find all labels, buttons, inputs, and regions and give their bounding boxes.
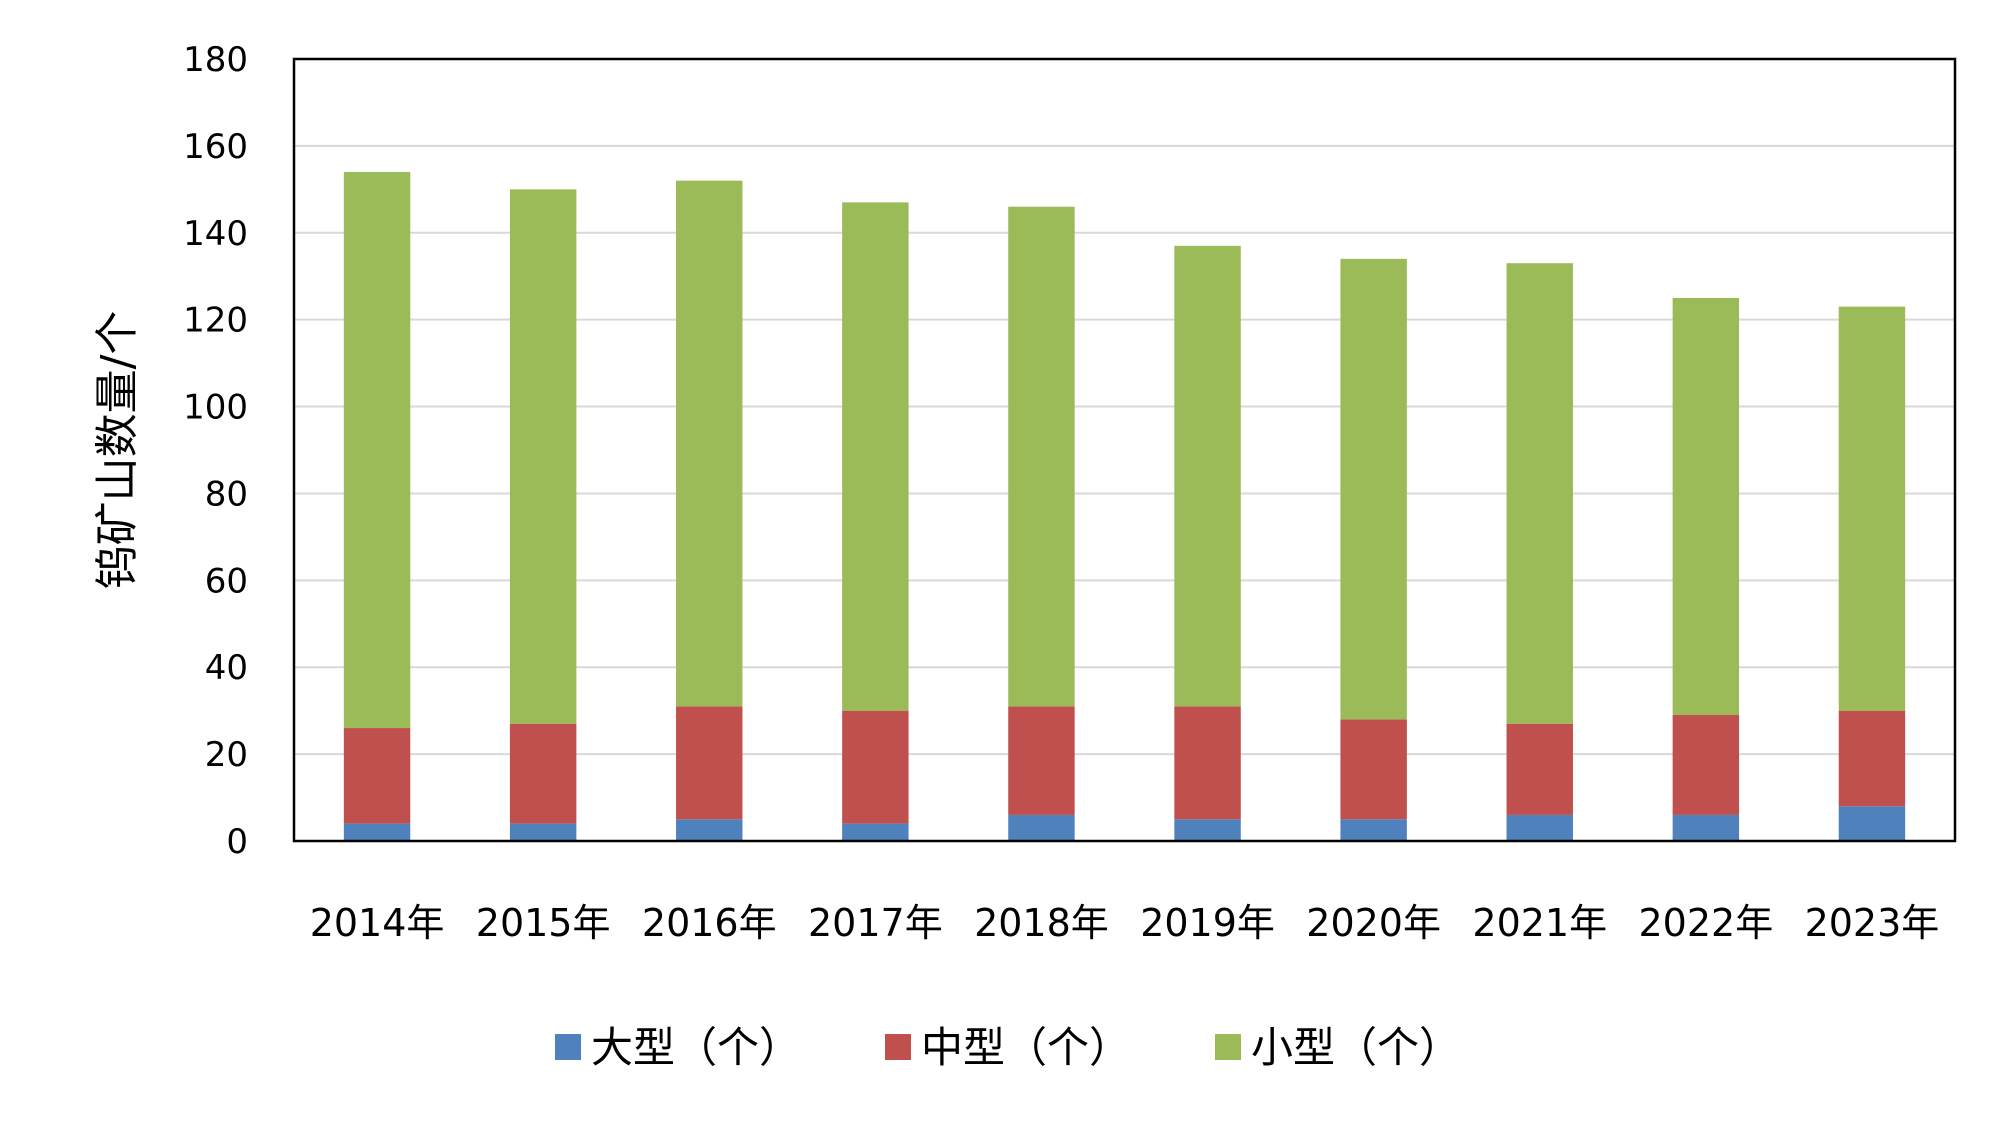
bar-segment: [1506, 263, 1573, 724]
bar-segment: [1008, 706, 1075, 815]
bar-segment: [842, 710, 909, 824]
x-tick-label: 2022年: [1638, 901, 1773, 945]
bar-segment: [1174, 245, 1241, 707]
x-tick-label: 2021年: [1472, 901, 1607, 945]
x-tick-label: 2017年: [808, 901, 943, 945]
bar-segment: [1008, 206, 1075, 707]
y-tick-label: 140: [183, 214, 248, 254]
bar-segment: [1838, 306, 1906, 711]
legend-label: 大型（个）: [591, 1023, 801, 1072]
y-axis-label: 钨矿山数量/个: [92, 311, 143, 590]
bar-segment: [509, 723, 577, 824]
x-tick-label: 2019年: [1140, 901, 1275, 945]
y-tick-label: 0: [226, 822, 248, 862]
legend: 大型（个） 中型（个） 小型（个）: [555, 1023, 1461, 1072]
bar-segment: [509, 823, 577, 841]
bar-segment: [343, 171, 411, 729]
bar-segment: [343, 728, 411, 824]
y-tick-label: 160: [183, 127, 248, 167]
y-tick-label: 180: [183, 40, 248, 80]
legend-label: 小型（个）: [1251, 1023, 1461, 1072]
bar-segment: [1838, 806, 1906, 841]
y-tick-label: 20: [205, 735, 248, 775]
x-axis-ticks: 2014年 2015年 2016年 2017年 2018年 2019年 2020年 2021年…: [310, 901, 1940, 945]
bar-segment: [1672, 814, 1740, 841]
bar-segment: [842, 823, 909, 841]
bar-segment: [1340, 819, 1407, 841]
legend-swatch: [1215, 1034, 1241, 1060]
y-tick-label: 120: [183, 301, 248, 341]
bar-segment: [1008, 814, 1075, 841]
x-tick-label: 2014年: [310, 901, 445, 945]
x-tick-label: 2023年: [1805, 901, 1940, 945]
x-tick-label: 2020年: [1306, 901, 1441, 945]
bar-segment: [343, 823, 411, 841]
bar-segment: [842, 202, 909, 711]
bar-segment: [1672, 715, 1740, 815]
bar-segment: [1340, 258, 1407, 720]
x-tick-label: 2016年: [642, 901, 777, 945]
bar-segment: [509, 189, 577, 724]
bar-segment: [1340, 719, 1407, 820]
y-tick-label: 80: [205, 474, 248, 514]
bar-segment: [1672, 297, 1740, 716]
plot-area-border: [292, 57, 1957, 843]
bar-segment: [676, 180, 743, 707]
bar-segment: [1506, 814, 1573, 841]
bar-segment: [676, 819, 743, 841]
bar-segment: [1506, 723, 1573, 815]
bar-segment: [1174, 819, 1241, 841]
x-tick-label: 2018年: [974, 901, 1109, 945]
y-axis-ticks: 0 20 40 60 80 100 120 140 160 180: [183, 40, 248, 862]
bar-segment: [1838, 710, 1906, 807]
bar-segment: [676, 706, 743, 820]
legend-swatch: [885, 1034, 911, 1060]
legend-label: 中型（个）: [921, 1023, 1131, 1072]
y-tick-label: 60: [205, 561, 248, 601]
y-tick-label: 100: [183, 388, 248, 428]
y-tick-label: 40: [205, 648, 248, 688]
x-tick-label: 2015年: [476, 901, 611, 945]
bars: [343, 171, 1906, 841]
legend-swatch: [555, 1034, 581, 1060]
bar-segment: [1174, 706, 1241, 820]
